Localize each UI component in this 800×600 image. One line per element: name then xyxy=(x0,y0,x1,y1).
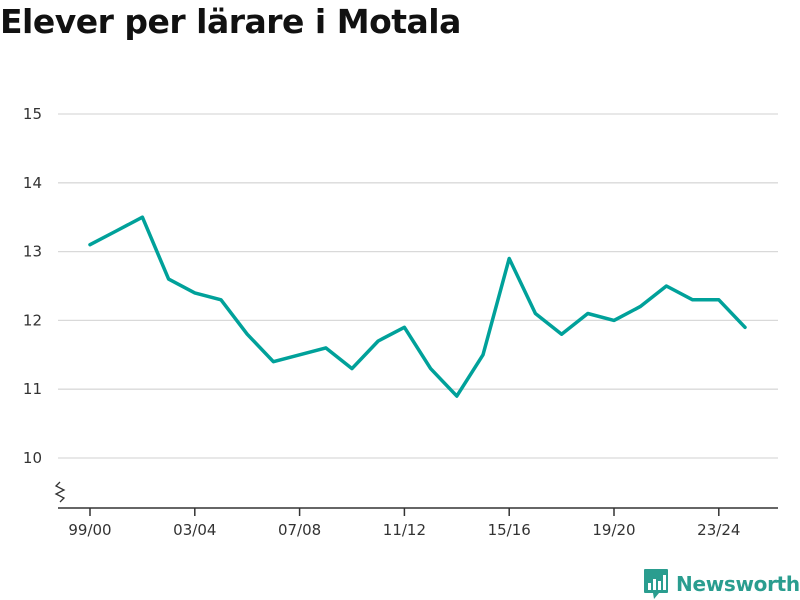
y-tick-label-12: 12 xyxy=(23,311,42,329)
data-point-16/17 xyxy=(533,312,537,316)
data-point-20/21 xyxy=(638,305,642,309)
axes: 10 11 12 13 14 15 99/00 03/04 07/08 11/12 15/16 19/… xyxy=(23,105,778,539)
data-point-21/22 xyxy=(664,284,668,288)
data-point-09/10 xyxy=(350,367,354,371)
x-tick-label-15/16: 15/16 xyxy=(488,521,531,539)
y-tick-label-10: 10 xyxy=(23,449,42,467)
data-point-01/02 xyxy=(140,215,144,219)
data-point-04/05 xyxy=(219,298,223,302)
brand-name: Newsworthy xyxy=(676,572,800,596)
data-point-18/19 xyxy=(586,312,590,316)
data-point-08/09 xyxy=(324,346,328,350)
data-point-07/08 xyxy=(298,353,302,357)
data-point-10/11 xyxy=(376,339,380,343)
data-point-00/01 xyxy=(114,229,118,233)
data-point-99/00 xyxy=(88,243,92,247)
data-point-11/12 xyxy=(402,325,406,329)
x-tick-label-23/24: 23/24 xyxy=(697,521,740,539)
chart-title: Elever per lärare i Motala xyxy=(0,2,461,41)
y-tick-label-15: 15 xyxy=(23,105,42,123)
data-point-13/14 xyxy=(455,394,459,398)
series xyxy=(88,215,747,398)
data-point-22/23 xyxy=(691,298,695,302)
x-tick-label-11/12: 11/12 xyxy=(383,521,426,539)
brand: Newsworthy xyxy=(643,568,800,600)
data-point-24/25 xyxy=(743,325,747,329)
data-point-14/15 xyxy=(481,353,485,357)
y-tick-label-11: 11 xyxy=(23,380,42,398)
x-tick-label-03/04: 03/04 xyxy=(173,521,216,539)
newsworthy-chart-icon xyxy=(644,569,668,599)
data-point-19/20 xyxy=(612,318,616,322)
y-axis-break-icon xyxy=(54,481,66,503)
data-point-02/03 xyxy=(167,277,171,281)
data-point-03/04 xyxy=(193,291,197,295)
x-tick-label-19/20: 19/20 xyxy=(592,521,635,539)
data-point-06/07 xyxy=(271,360,275,364)
y-tick-label-14: 14 xyxy=(23,174,42,192)
data-point-17/18 xyxy=(560,332,564,336)
data-point-05/06 xyxy=(245,332,249,336)
series-line-0 xyxy=(88,215,747,398)
data-point-12/13 xyxy=(429,367,433,371)
data-point-23/24 xyxy=(717,298,721,302)
x-tick-label-99/00: 99/00 xyxy=(68,521,111,539)
y-tick-label-13: 13 xyxy=(23,243,42,261)
x-tick-label-07/08: 07/08 xyxy=(278,521,321,539)
data-point-15/16 xyxy=(507,256,511,260)
grid-lines xyxy=(58,113,778,459)
